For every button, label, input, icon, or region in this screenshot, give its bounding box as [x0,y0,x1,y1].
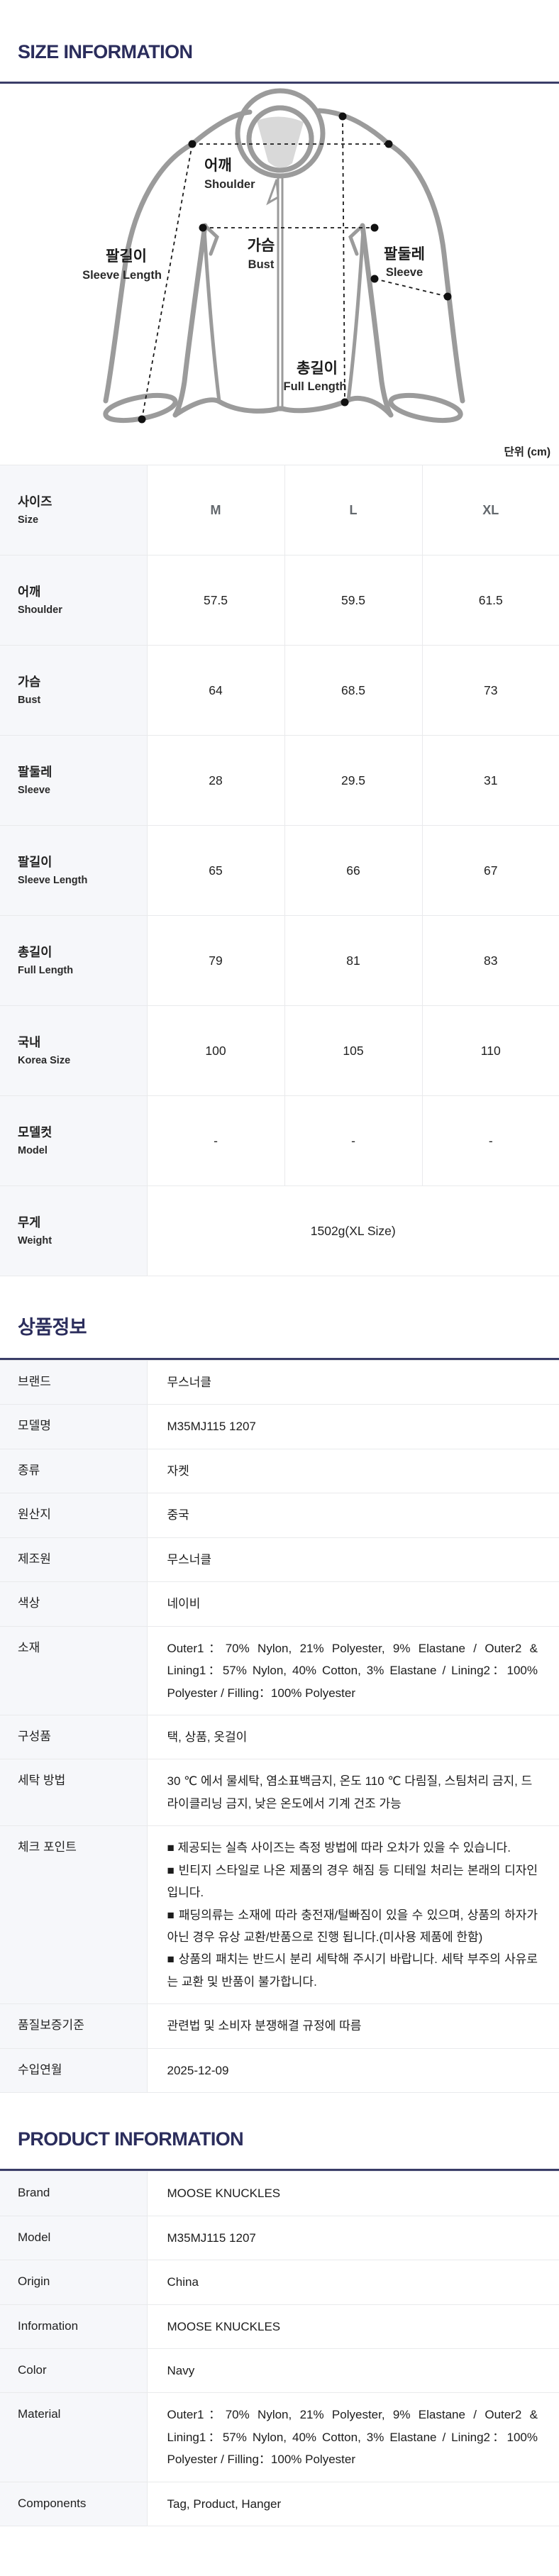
diagram-full-length-label-kr: 총길이 [297,360,338,377]
table-row-wash-method: 세탁 방법 30 ℃ 에서 물세탁, 염소표백금지, 온도 110 ℃ 다림질,… [0,1759,559,1827]
unit-label: 단위 (cm) [504,446,550,458]
check-point-item: ■ 패딩의류는 소재에 따라 충전재/털빠짐이 있을 수 있으며, 상품의 하자… [167,1908,538,1944]
title-divider [0,1358,559,1360]
table-row-korea-size: 국내 Korea Size 100 105 110 [0,1005,559,1096]
bottom-spacer [0,2526,559,2576]
table-row-brand-en: Brand MOOSE KNUCKLES [0,2171,559,2216]
table-row-model: 모델컷 Model - - - [0,1095,559,1186]
size-header-label: 사이즈 Size [0,465,148,555]
diagram-bust-label-en: Bust [248,258,275,271]
product-info-en-table: Brand MOOSE KNUCKLES Model M35MJ115 1207… [0,2171,559,2527]
size-table: 사이즈 Size M L XL 어깨 Shoulder 57.5 59.5 61… [0,465,559,1276]
size-column-l: L [284,465,422,555]
diagram-sleeve-label-en: Sleeve [386,266,423,279]
table-row-components-kr: 구성품 택, 상품, 옷걸이 [0,1714,559,1760]
left-shoulder-edge [189,109,253,147]
diagram-full-length-label-en: Full Length [284,380,347,393]
right-shoulder-edge [316,108,392,147]
product-info-en-section: PRODUCT INFORMATION Brand MOOSE KNUCKLES… [0,2093,559,2576]
spacer [0,2093,559,2128]
check-point-item: ■ 빈티지 스타일로 나온 제품의 경우 해짐 등 디테일 처리는 본래의 디자… [167,1863,538,1900]
table-row-bust: 가슴 Bust 64 68.5 73 [0,645,559,736]
jacket-outline [103,88,465,424]
product-info-en-title: PRODUCT INFORMATION [18,2128,244,2150]
table-row-warranty: 품질보증기준 관련법 및 소비자 분쟁해결 규정에 따름 [0,2003,559,2049]
right-body-seam [346,227,365,402]
table-row-model-en: Model M35MJ115 1207 [0,2215,559,2261]
size-column-m: M [146,465,284,555]
diagram-sleeve-length-label-kr: 팔길이 [106,248,147,265]
size-information-section: SIZE INFORMATION [0,0,559,1276]
size-column-xl: XL [421,465,559,555]
product-info-kr-title: 상품정보 [18,1317,87,1338]
check-point-item: ■ 상품의 패치는 반드시 분리 세탁해 주시기 바랍니다. 세탁 부주의 사유… [167,1952,538,1989]
table-row-origin-kr: 원산지 중국 [0,1493,559,1538]
table-row-check-points: 체크 포인트 ■ 제공되는 실측 사이즈는 측정 방법에 따라 오차가 있을 수… [0,1825,559,2005]
hem-line [172,396,394,418]
product-info-kr-section: 상품정보 브랜드 무스너클 모델명 M35MJ115 1207 종류 자켓 원산… [0,1276,559,2094]
table-row-information-en: Information MOOSE KNUCKLES [0,2304,559,2349]
table-row-sleeve-length: 팔길이 Sleeve Length 65 66 67 [0,825,559,916]
table-row-shoulder: 어깨 Shoulder 57.5 59.5 61.5 [0,555,559,646]
jacket-measurement-diagram: 어깨 Shoulder 가슴 Bust 팔길이 Sleeve Length 팔둘… [0,84,559,442]
table-row-material-en: Material Outer1：70% Nylon, 21% Polyester… [0,2392,559,2482]
table-row-material-kr: 소재 Outer1：70% Nylon, 21% Polyester, 9% E… [0,1625,559,1715]
table-row-model-kr: 모델명 M35MJ115 1207 [0,1404,559,1449]
table-row-color-en: Color Navy [0,2348,559,2394]
title-divider [0,2169,559,2172]
weight-value: 1502g(XL Size) [146,1185,559,1276]
collar-shade [257,116,304,168]
right-arm-outer [386,141,465,404]
left-armpit-seam [203,223,219,256]
table-row-origin-en: Origin China [0,2260,559,2305]
size-information-title: SIZE INFORMATION [18,41,193,62]
diagram-bust-label-kr: 가슴 [248,238,275,254]
check-point-item: ■ 제공되는 실측 사이즈는 측정 방법에 따라 오차가 있을 수 있습니다. [167,1841,511,1855]
table-row-manufacturer-kr: 제조원 무스너클 [0,1537,559,1583]
diagram-sleeve-length-label-en: Sleeve Length [82,269,162,282]
right-cuff [388,392,463,424]
left-body-seam [202,227,221,404]
table-row-type-kr: 종류 자켓 [0,1448,559,1494]
sleeve-measure-line [374,278,448,297]
left-arm-outer [103,141,195,404]
jacket-diagram-svg: 어깨 Shoulder 가슴 Bust 팔길이 Sleeve Length 팔둘… [82,88,465,424]
measure-dots [138,112,452,424]
full-length-measure-line [342,116,345,403]
measure-lines [141,116,448,420]
collar-inner-ring [246,105,314,173]
right-armpit-seam [348,223,365,256]
table-row-full-length: 총길이 Full Length 79 81 83 [0,915,559,1006]
table-row-components-en: Components Tag, Product, Hanger [0,2481,559,2527]
table-row-color-kr: 색상 네이비 [0,1581,559,1627]
table-row-weight: 무게 Weight 1502g(XL Size) [0,1185,559,1276]
diagram-shoulder-label-en: Shoulder [204,178,255,191]
product-info-kr-table: 브랜드 무스너클 모델명 M35MJ115 1207 종류 자켓 원산지 중국 … [0,1359,559,2094]
diagram-sleeve-label-kr: 팔둘레 [384,246,425,262]
zipper-pull [266,179,280,206]
diagram-shoulder-label-kr: 어깨 [204,157,232,174]
spacer [0,1276,559,1312]
right-arm-inner [360,223,394,418]
table-row-brand-kr: 브랜드 무스너클 [0,1359,559,1405]
left-arm-inner [172,223,208,418]
size-table-header-row: 사이즈 Size M L XL [0,465,559,555]
table-row-sleeve: 팔둘레 Sleeve 28 29.5 31 [0,735,559,826]
title-divider [0,82,559,84]
table-row-import-date: 수입연월 2025-12-09 [0,2047,559,2094]
